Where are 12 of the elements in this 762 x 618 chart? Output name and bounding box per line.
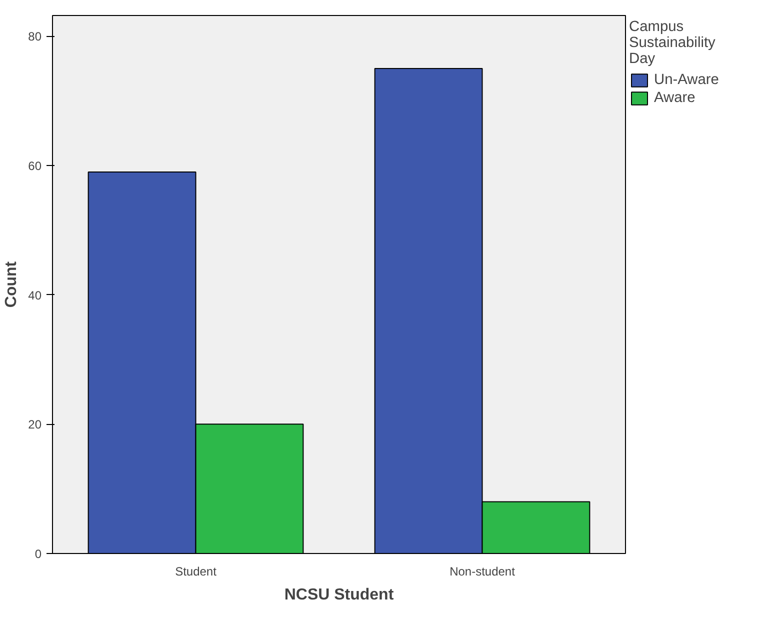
legend-title: Campus Sustainability Day: [629, 19, 716, 67]
y-tick-label: 60: [28, 159, 42, 174]
y-tick-label: 80: [28, 30, 42, 44]
y-tick-label: 40: [28, 288, 42, 302]
y-tick-label: 0: [34, 547, 42, 561]
y-axis-title: Count: [3, 260, 20, 308]
legend-label: Un-Aware: [654, 72, 719, 88]
x-tick-label: Non-student: [450, 564, 516, 578]
x-axis-title: NCSU Student: [284, 586, 394, 604]
legend-label: Aware: [654, 90, 696, 106]
x-tick-label: Student: [175, 564, 218, 578]
y-tick-label: 20: [28, 418, 42, 432]
